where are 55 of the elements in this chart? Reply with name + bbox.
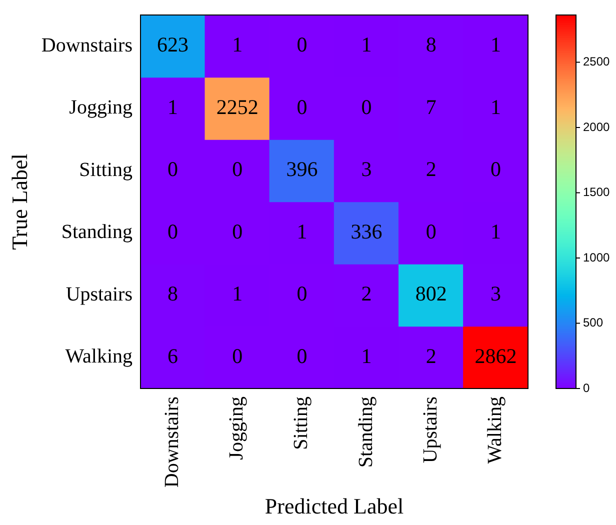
x-tick-label: Standing <box>354 396 377 468</box>
data-label: 2 <box>426 157 436 182</box>
y-tick-label: Jogging <box>69 96 133 119</box>
data-label: 8 <box>426 32 436 57</box>
data-label: 0 <box>296 344 308 368</box>
x-tick-label: Jogging <box>226 396 248 460</box>
color-bar-label: 1500 <box>583 185 610 200</box>
data-label: 0 <box>232 344 243 368</box>
data-label: 0 <box>490 157 501 182</box>
data-label: 1 <box>490 32 501 57</box>
data-label: 1 <box>490 94 501 119</box>
x-tick-label: Upstairs <box>419 396 442 464</box>
data-label: 0 <box>232 157 243 182</box>
data-label: 0 <box>426 219 436 244</box>
data-label: 0 <box>232 219 243 244</box>
data-label: 7 <box>426 94 436 119</box>
y-tick-label: Walking <box>65 346 133 368</box>
data-label: 0 <box>296 32 308 57</box>
data-label: 0 <box>168 219 178 244</box>
y-tick-label: Downstairs <box>41 34 133 56</box>
data-label: 0 <box>296 94 308 119</box>
data-label: 2 <box>361 282 372 306</box>
y-tick-label: Upstairs <box>66 283 133 306</box>
color-bar-label: 500 <box>583 316 604 330</box>
data-label: 1 <box>232 282 243 306</box>
data-label: 1 <box>232 32 243 57</box>
data-label: 396 <box>286 157 318 182</box>
data-label: 1 <box>168 94 178 119</box>
data-label: 3 <box>361 157 372 182</box>
data-label: 2252 <box>216 94 258 119</box>
color-bar-label: 0 <box>583 380 590 395</box>
data-label: 1 <box>361 344 372 368</box>
y-axis-title: True Label <box>6 154 32 250</box>
data-label: 0 <box>296 282 308 306</box>
color-bar-label: 2000 <box>583 120 610 134</box>
data-label: 6 <box>168 344 178 368</box>
data-label: 0 <box>361 94 372 119</box>
color-bar-label: 1000 <box>583 250 610 264</box>
data-label: 2 <box>426 344 436 368</box>
y-tick-label: Sitting <box>79 158 133 181</box>
x-axis-title: Predicted Label <box>264 494 404 519</box>
data-label: 623 <box>157 32 189 57</box>
x-tick-label: Sitting <box>290 396 312 450</box>
data-label: 336 <box>350 219 382 244</box>
color-bar-label: 2500 <box>583 54 610 69</box>
data-label: 1 <box>296 219 308 244</box>
data-label: 2862 <box>474 344 517 368</box>
data-label: 802 <box>415 282 447 306</box>
data-label: 8 <box>168 282 178 306</box>
data-label: 0 <box>168 157 178 182</box>
data-label: 3 <box>490 282 501 306</box>
data-label: 1 <box>490 219 501 244</box>
data-label: 1 <box>361 32 372 57</box>
y-tick-label: Standing <box>61 221 133 244</box>
x-tick-label: Walking <box>484 396 506 464</box>
